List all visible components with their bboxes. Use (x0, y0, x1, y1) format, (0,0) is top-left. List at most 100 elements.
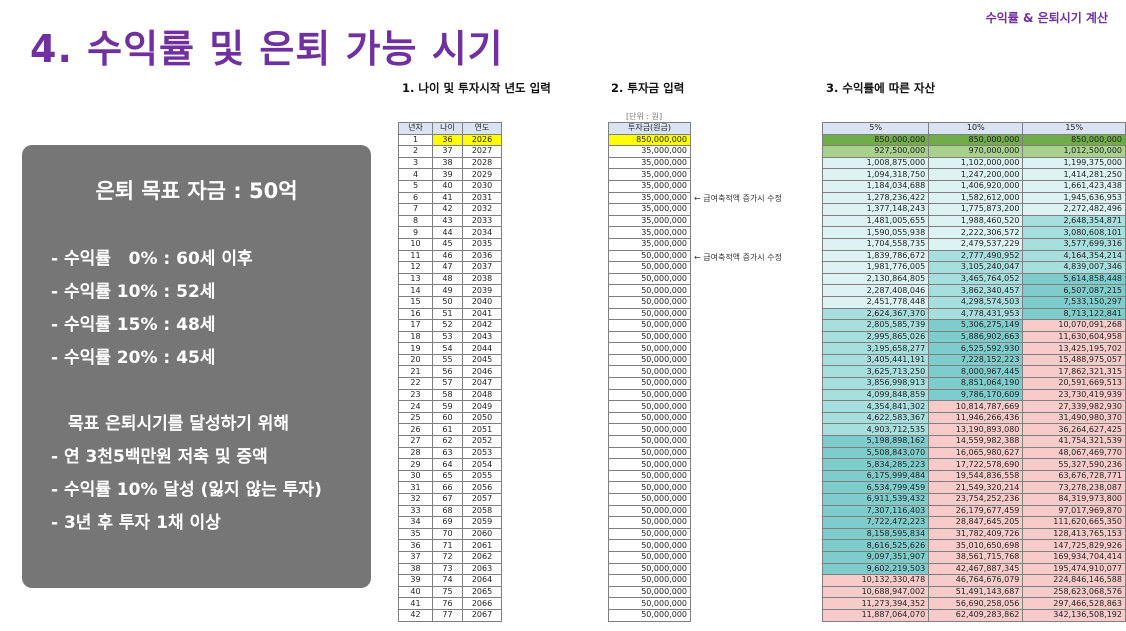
age-cell: 66 (432, 481, 463, 494)
table-row: 850,000,000 850,000,000 850,000,000 (821, 133, 1126, 147)
asset-5pct-cell: 3,625,713,250 (821, 365, 930, 379)
year-cell: 2037 (462, 261, 502, 274)
age-cell: 74 (432, 574, 463, 587)
table-row: 850,000,000 (608, 133, 691, 147)
table-row: 35 70 2060 (398, 527, 502, 541)
year-index-cell: 1 (398, 133, 433, 147)
asset-5pct-cell: 8,158,595,834 (821, 527, 930, 541)
asset-5pct-cell: 6,175,999,484 (821, 469, 930, 483)
principal-cell: 50,000,000 (608, 481, 691, 494)
year-cell: 2063 (462, 562, 502, 576)
asset-10pct-cell: 2,777,490,952 (928, 249, 1024, 263)
asset-10pct-cell: 3,862,340,457 (928, 284, 1024, 297)
table-row: 50,000,000 (608, 272, 691, 286)
asset-5pct-cell: 11,887,064,070 (821, 608, 930, 622)
asset-15pct-cell: 258,623,068,576 (1022, 585, 1126, 599)
asset-15pct-cell: 6,507,087,215 (1022, 284, 1126, 297)
asset-5pct-cell: 6,534,799,459 (821, 481, 930, 494)
age-cell: 72 (432, 550, 463, 564)
year-index-cell: 28 (398, 446, 433, 460)
table-row: 19 54 2044 (398, 342, 502, 355)
asset-15pct-cell: 48,067,469,770 (1022, 446, 1126, 460)
table-row: 2,624,367,370 4,778,431,953 8,713,122,841 (821, 307, 1126, 321)
asset-15pct-cell: 27,339,982,930 (1022, 400, 1126, 413)
table-row: 50,000,000 (608, 504, 691, 518)
asset-5pct-cell: 1,481,005,655 (821, 214, 930, 228)
table-row: 10 45 2035 (398, 237, 502, 251)
asset-5pct-cell: 1,008,875,000 (821, 156, 930, 170)
principal-cell: 50,000,000 (608, 353, 691, 367)
year-cell: 2027 (462, 145, 502, 158)
age-cell: 70 (432, 527, 463, 541)
table-row: 11,273,394,352 56,690,258,056 297,466,528,… (821, 597, 1126, 610)
asset-15pct-cell: 97,017,969,870 (1022, 504, 1126, 518)
principal-cell: 50,000,000 (608, 295, 691, 309)
principal-cell: 35,000,000 (608, 145, 691, 158)
year-cell: 2053 (462, 446, 502, 460)
year-index-cell: 29 (398, 458, 433, 471)
table-row: 23 58 2048 (398, 388, 502, 402)
asset-5pct-cell: 1,981,776,005 (821, 261, 930, 274)
table-row: 50,000,000 (608, 608, 691, 622)
table-row: 50,000,000 (608, 423, 691, 437)
asset-5pct-cell: 7,307,116,403 (821, 504, 930, 518)
principal-cell: 50,000,000 (608, 516, 691, 529)
table-row: 1,008,875,000 1,102,000,000 1,199,375,000 (821, 156, 1126, 170)
table-row: 8,158,595,834 31,782,409,726 128,413,765,1… (821, 527, 1126, 541)
asset-5pct-cell: 1,704,558,735 (821, 237, 930, 251)
principal-cell: 50,000,000 (608, 493, 691, 506)
asset-5pct-cell: 5,834,285,223 (821, 458, 930, 471)
table-row: 12 47 2037 (398, 261, 502, 274)
age-cell: 60 (432, 411, 463, 425)
age-cell: 76 (432, 597, 463, 610)
year-cell: 2035 (462, 237, 502, 251)
table-row: 30 65 2055 (398, 469, 502, 483)
year-cell: 2049 (462, 400, 502, 413)
asset-5pct-cell: 2,130,864,805 (821, 272, 930, 286)
asset-10pct-cell: 8,851,064,190 (928, 377, 1024, 390)
table-row: 2,451,778,448 4,298,574,503 7,533,150,297 (821, 295, 1126, 309)
asset-15pct-cell: 169,934,704,414 (1022, 550, 1126, 564)
principal-cell: 35,000,000 (608, 168, 691, 181)
table-row: 5,198,898,162 14,559,982,388 41,754,321,53… (821, 435, 1126, 448)
principal-cell: 50,000,000 (608, 446, 691, 460)
asset-10pct-cell: 2,222,306,572 (928, 226, 1024, 239)
table-row: 4 39 2029 (398, 168, 502, 181)
age-cell: 49 (432, 284, 463, 297)
table-row: 50,000,000 (608, 261, 691, 274)
age-cell: 58 (432, 388, 463, 402)
asset-15pct-cell: 73,278,238,087 (1022, 481, 1126, 494)
table-row: 50,000,000 (608, 377, 691, 390)
year-cell: 2030 (462, 179, 502, 193)
year-index-cell: 31 (398, 481, 433, 494)
asset-15pct-cell: 1,414,281,250 (1022, 168, 1126, 181)
asset-10pct-cell: 38,561,715,768 (928, 550, 1024, 564)
age-cell: 37 (432, 145, 463, 158)
table-row: 50,000,000 (608, 550, 691, 564)
age-cell: 71 (432, 539, 463, 552)
year-cell: 2043 (462, 330, 502, 344)
header-principal: 투자금(원금) (608, 122, 691, 135)
year-cell: 2047 (462, 377, 502, 390)
asset-10pct-cell: 28,847,645,205 (928, 516, 1024, 529)
year-index-cell: 40 (398, 585, 433, 599)
table-row: 8 43 2033 (398, 214, 502, 228)
table-row: 3,405,441,191 7,228,152,223 15,488,975,057 (821, 353, 1126, 367)
asset-5pct-cell: 1,278,236,422 (821, 191, 930, 205)
asset-5pct-cell: 1,590,055,938 (821, 226, 930, 239)
age-cell: 62 (432, 435, 463, 448)
year-index-cell: 10 (398, 237, 433, 251)
header-rate-15: 15% (1022, 122, 1126, 135)
table-row: 2,805,585,739 5,306,275,149 10,070,091,268 (821, 319, 1126, 332)
year-cell: 2054 (462, 458, 502, 471)
asset-15pct-cell: 36,264,627,425 (1022, 423, 1126, 437)
table-row: 6,911,539,432 23,754,252,236 84,319,973,80… (821, 493, 1126, 506)
asset-10pct-cell: 5,306,275,149 (928, 319, 1024, 332)
asset-10pct-cell: 35,010,650,698 (928, 539, 1024, 552)
table-row: 35,000,000 (608, 226, 691, 239)
table-row: 35,000,000 (608, 203, 691, 216)
year-index-cell: 24 (398, 400, 433, 413)
table-row: 41 76 2066 (398, 597, 502, 610)
table-row: 50,000,000 (608, 446, 691, 460)
age-cell: 39 (432, 168, 463, 181)
